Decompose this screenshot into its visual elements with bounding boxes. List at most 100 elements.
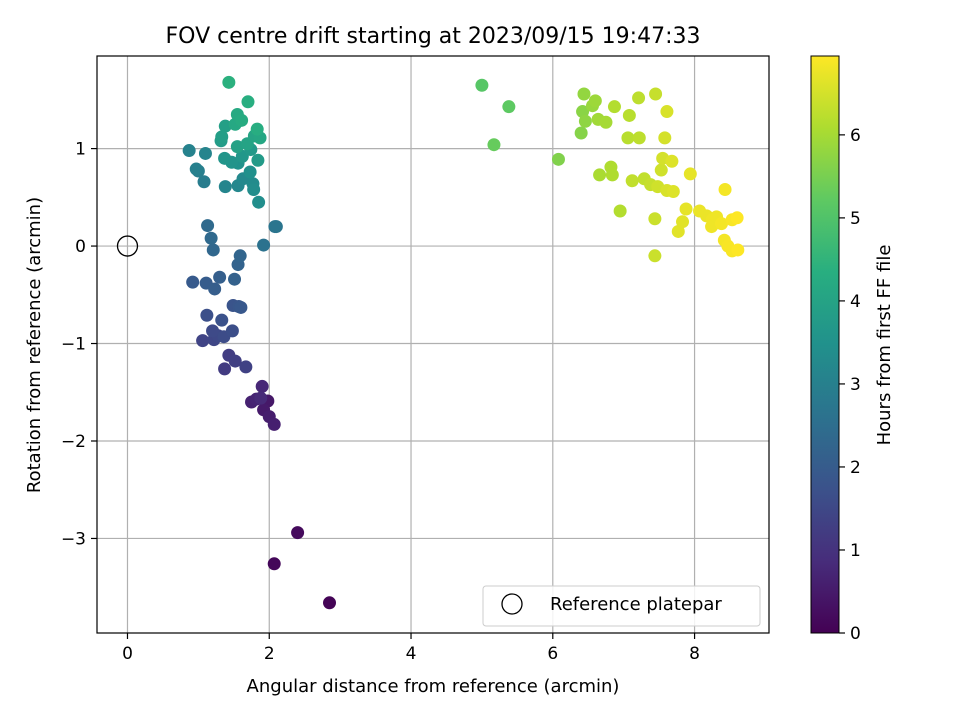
data-point (666, 184, 680, 198)
y-axis-label: Rotation from reference (arcmin) (24, 197, 45, 493)
colorbar-ticks: 0 1 2 3 4 5 6 (839, 126, 861, 644)
data-point (254, 391, 268, 405)
data-point (208, 282, 222, 296)
data-point (577, 87, 591, 101)
data-point (186, 275, 200, 289)
legend-marker-circle-icon (501, 593, 523, 615)
x-tick-label: 0 (122, 644, 133, 664)
data-point (718, 183, 732, 197)
legend-box (482, 585, 761, 627)
data-point (487, 138, 501, 152)
data-point (218, 119, 232, 133)
data-point (235, 113, 249, 127)
data-point (593, 168, 607, 182)
x-tick-label: 6 (547, 644, 558, 664)
data-point (502, 100, 516, 114)
data-point (632, 91, 646, 105)
colorbar: 0 1 2 3 4 5 6 Hours from first FF file (810, 55, 895, 644)
data-point (182, 144, 196, 158)
data-point (649, 87, 663, 101)
plot-frame (96, 55, 770, 634)
data-point (233, 249, 247, 263)
data-point (215, 130, 229, 144)
y-tick-label: −1 (61, 335, 86, 355)
data-point (605, 168, 619, 182)
legend-label: Reference platepar (550, 594, 722, 615)
data-point (599, 115, 613, 129)
chart-title: FOV centre drift starting at 2023/09/15 … (166, 24, 701, 49)
data-point (715, 217, 729, 231)
data-point (200, 308, 214, 322)
data-point (218, 151, 232, 165)
data-point (613, 204, 627, 218)
data-point (213, 270, 227, 284)
data-point (228, 354, 242, 368)
y-tick-label: 0 (75, 237, 86, 257)
data-point (679, 202, 693, 216)
data-point (730, 211, 744, 225)
data-point (218, 362, 232, 376)
data-point (189, 162, 203, 176)
data-point (196, 334, 210, 348)
colorbar-tick-label: 5 (850, 209, 861, 229)
data-point (269, 220, 283, 234)
data-point (201, 219, 215, 233)
y-axis-ticks: −3 −2 −1 0 1 (61, 140, 97, 549)
data-point (228, 272, 242, 286)
data-point (247, 183, 261, 197)
data-point (222, 75, 236, 89)
legend: Reference platepar (482, 585, 761, 627)
data-point (255, 379, 269, 393)
x-tick-label: 8 (689, 644, 700, 664)
data-point (197, 175, 211, 189)
data-point (654, 163, 668, 177)
data-point (225, 324, 239, 338)
colorbar-gradient (810, 55, 840, 634)
y-tick-label: 1 (75, 140, 86, 160)
data-point (206, 324, 220, 338)
data-point (621, 131, 635, 145)
data-point (574, 126, 588, 140)
data-point (323, 596, 337, 610)
data-point (632, 131, 646, 145)
x-axis-label: Angular distance from reference (arcmin) (247, 676, 620, 697)
data-point (234, 300, 248, 314)
data-point (658, 131, 672, 145)
data-point (475, 78, 489, 92)
data-point (731, 243, 745, 257)
x-tick-label: 4 (406, 644, 417, 664)
y-tick-label: −2 (61, 432, 86, 452)
data-point (250, 122, 264, 136)
x-tick-label: 2 (264, 644, 275, 664)
data-points (116, 75, 745, 610)
data-point (252, 195, 266, 209)
data-point (683, 167, 697, 181)
data-point (198, 146, 212, 160)
data-point (671, 224, 685, 238)
data-point (660, 105, 674, 119)
data-point (676, 215, 690, 229)
colorbar-tick-label: 1 (850, 541, 861, 561)
data-point (215, 313, 229, 327)
data-point (257, 238, 271, 252)
colorbar-tick-label: 0 (850, 624, 861, 644)
data-point (551, 152, 565, 166)
colorbar-tick-label: 2 (850, 458, 861, 478)
data-point (291, 526, 305, 540)
data-point (230, 140, 244, 154)
colorbar-tick-label: 6 (850, 126, 861, 146)
reference-point (116, 235, 139, 257)
data-point (206, 243, 220, 257)
colorbar-label: Hours from first FF file (874, 245, 895, 446)
colorbar-tick-label: 3 (850, 375, 861, 395)
data-point (578, 114, 592, 128)
data-point (625, 174, 639, 188)
data-point (705, 220, 719, 234)
data-point (588, 94, 602, 108)
data-point (267, 557, 281, 571)
data-point (243, 165, 257, 179)
grid-lines (97, 56, 769, 633)
data-point (241, 95, 255, 109)
x-axis-ticks: 0 2 4 6 8 (122, 633, 700, 664)
data-point (218, 180, 232, 194)
